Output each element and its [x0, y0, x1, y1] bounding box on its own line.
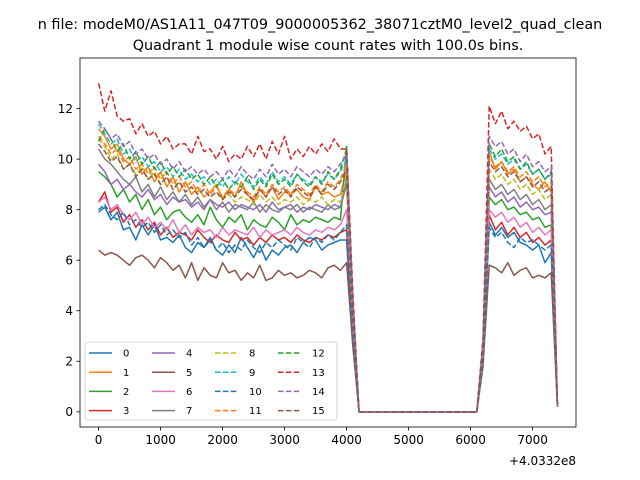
- x-tick-label: 1000: [145, 433, 176, 447]
- legend-label-2: 2: [123, 387, 129, 398]
- y-tick-label: 4: [65, 304, 73, 318]
- legend-label-3: 3: [123, 406, 129, 417]
- chart-title: Quadrant 1 module wise count rates with …: [133, 38, 524, 54]
- series-line-5: [98, 249, 559, 413]
- y-tick-label: 2: [65, 355, 73, 369]
- legend-label-0: 0: [123, 349, 129, 360]
- x-tick-label: 4000: [331, 433, 362, 447]
- legend-label-12: 12: [312, 349, 325, 360]
- series-line-14: [98, 120, 559, 413]
- series-line-10: [98, 203, 559, 413]
- figure-suptitle: n file: modeM0/AS1A11_047T09_9000005362_…: [38, 17, 603, 33]
- legend-label-1: 1: [123, 368, 129, 379]
- x-axis-ticks: 0 1000 2000 3000 4000 5000 6000 7000: [95, 427, 548, 447]
- legend-label-13: 13: [312, 368, 325, 379]
- axes-frame: [79, 57, 577, 428]
- legend-label-15: 15: [312, 406, 325, 417]
- x-tick-label: 6000: [455, 433, 486, 447]
- x-tick-label: 2000: [207, 433, 238, 447]
- legend-label-10: 10: [249, 387, 262, 398]
- x-tick-label: 7000: [517, 433, 548, 447]
- series-line-0: [98, 206, 559, 413]
- series-line-12: [97, 128, 559, 413]
- y-tick-label: 12: [58, 102, 73, 116]
- series-layer: [97, 83, 559, 413]
- legend-frame: [84, 341, 338, 421]
- x-tick-label: 3000: [269, 433, 300, 447]
- series-line-9: [97, 123, 559, 413]
- series-line-8: [98, 138, 559, 413]
- series-line-11: [98, 135, 559, 413]
- plot-area: [79, 57, 577, 428]
- y-tick-label: 8: [65, 203, 73, 217]
- legend-label-5: 5: [186, 368, 192, 379]
- series-line-2: [98, 145, 559, 413]
- y-tick-label: 6: [65, 253, 73, 267]
- x-offset-label: +4.0332e8: [509, 454, 576, 468]
- y-tick-label: 0: [65, 405, 73, 419]
- series-line-7: [97, 148, 559, 413]
- legend-label-9: 9: [249, 368, 255, 379]
- legend-label-11: 11: [249, 406, 262, 417]
- legend-label-14: 14: [312, 387, 325, 398]
- x-tick-label: 5000: [393, 433, 424, 447]
- y-tick-label: 10: [58, 152, 73, 166]
- series-line-4: [98, 163, 559, 413]
- legend-label-8: 8: [249, 349, 255, 360]
- legend-label-6: 6: [186, 387, 192, 398]
- series-line-15: [98, 143, 559, 413]
- legend-label-7: 7: [186, 406, 192, 417]
- legend-label-4: 4: [186, 349, 192, 360]
- series-line-6: [98, 196, 559, 413]
- series-line-13: [97, 83, 559, 413]
- x-tick-label: 0: [95, 433, 103, 447]
- y-axis-ticks: 0 2 4 6 8 10 12: [58, 102, 80, 419]
